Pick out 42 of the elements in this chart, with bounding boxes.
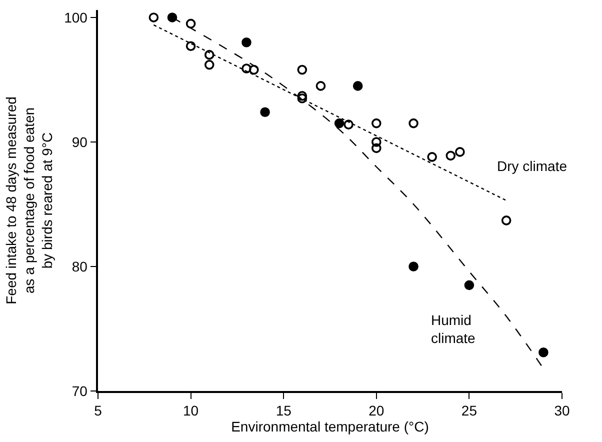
point [204,60,214,70]
point [242,37,252,48]
y-tick-label: 90 [72,134,88,150]
point [334,118,344,128]
point [344,120,354,130]
point [446,150,456,161]
point [408,118,418,128]
x-tick-label: 20 [368,402,384,419]
point [316,81,326,91]
x-tick-label: 5 [94,402,102,419]
point [372,137,382,147]
point [372,118,382,128]
point [148,12,159,22]
x-tick-label: 30 [554,402,570,419]
x-axis-title: Environmental temperature (°C) [231,418,429,435]
point [538,348,548,358]
point [501,216,512,226]
x-tick-label: 25 [461,402,478,419]
y-tick-label: 100 [64,9,88,26]
point [242,64,252,74]
point [297,94,308,104]
point [372,143,382,154]
point [297,91,308,101]
point [167,12,178,22]
point [427,152,437,162]
series-label: Dry climate [497,158,568,174]
point [352,81,363,91]
point [186,18,196,29]
point [455,147,465,157]
point [297,64,308,75]
x-tick-label: 15 [276,402,292,419]
point [260,107,270,117]
point [204,50,214,60]
y-tick-label: 70 [72,382,88,399]
point [249,64,259,75]
point [186,41,196,52]
x-tick-label: 10 [183,402,199,419]
series-label: Humid climate [431,312,476,346]
y-axis-title: Feed intake to 48 days measured as a percentage of food eaten by birds reared at 9°C [2,96,56,304]
point [464,280,474,290]
y-tick-label: 80 [72,258,88,274]
point [408,262,418,272]
